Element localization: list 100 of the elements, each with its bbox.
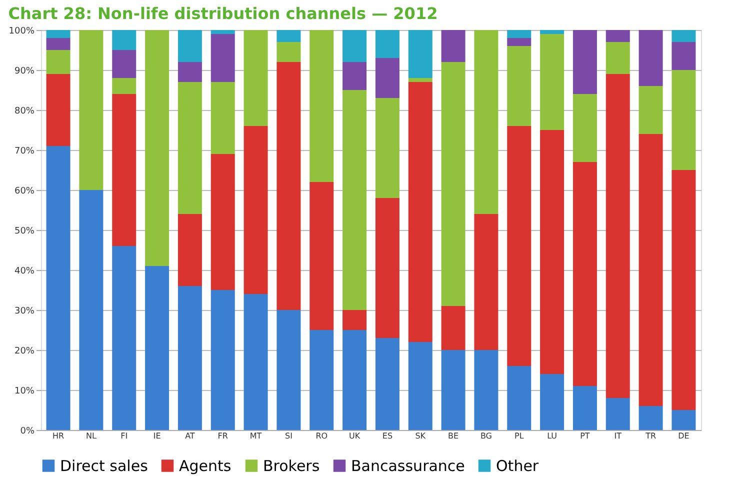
x-tick-label: FI <box>120 432 128 440</box>
x-tick-label: ES <box>382 432 393 440</box>
bar <box>46 50 70 74</box>
bar <box>145 30 170 266</box>
bar <box>441 306 466 350</box>
bar <box>210 30 235 34</box>
bar <box>210 290 235 430</box>
bar <box>244 126 268 294</box>
bar <box>178 30 202 62</box>
bar <box>276 310 301 430</box>
bar <box>210 82 235 154</box>
bar <box>408 82 432 342</box>
bar <box>178 62 202 82</box>
bar <box>375 58 400 98</box>
bar <box>375 30 400 58</box>
bar <box>310 330 334 430</box>
bar <box>672 30 696 42</box>
bar <box>178 286 202 430</box>
x-tick-label: PL <box>514 432 524 440</box>
bar <box>276 42 301 62</box>
x-tick-label: IT <box>614 432 622 440</box>
bar <box>178 82 202 214</box>
bar <box>474 30 498 214</box>
bar <box>672 410 696 430</box>
legend-label: Brokers <box>263 456 320 475</box>
bar <box>606 42 630 74</box>
bar <box>310 182 334 330</box>
bar <box>112 50 136 78</box>
x-tick-label: TR <box>644 432 656 440</box>
bar <box>441 30 466 62</box>
y-tick-label: 100% <box>8 26 35 36</box>
bar <box>441 350 466 430</box>
legend-label: Agents <box>179 456 232 475</box>
bar <box>408 342 432 430</box>
bar <box>474 214 498 350</box>
bar <box>507 126 532 366</box>
bar <box>79 190 104 430</box>
x-tick-label: LU <box>547 432 558 440</box>
y-tick-label: 80% <box>14 106 35 116</box>
bar <box>342 310 367 330</box>
x-tick-label: IE <box>153 432 161 440</box>
bar <box>540 130 564 374</box>
bar <box>408 30 432 78</box>
bar <box>638 406 663 430</box>
legend-label: Bancassurance <box>351 456 465 475</box>
bar <box>672 42 696 70</box>
bar <box>572 94 597 162</box>
bar <box>441 62 466 306</box>
bar <box>540 30 564 34</box>
bar <box>342 30 367 62</box>
bar <box>276 30 301 42</box>
bar <box>507 46 532 126</box>
y-tick-label: 20% <box>14 346 35 356</box>
bar <box>507 38 532 46</box>
x-tick-label: FR <box>218 432 228 440</box>
y-tick-label: 40% <box>14 266 35 276</box>
bar <box>638 30 663 86</box>
bar <box>210 154 235 290</box>
y-tick-label: 90% <box>14 66 35 76</box>
bar <box>46 38 70 50</box>
bar <box>572 162 597 386</box>
bar <box>507 366 532 430</box>
y-tick-label: 60% <box>14 186 35 196</box>
bar <box>145 266 170 430</box>
bar <box>244 294 268 430</box>
y-tick-label: 50% <box>14 226 35 236</box>
bar <box>46 74 70 146</box>
x-tick-label: SK <box>415 432 426 440</box>
bar <box>375 338 400 430</box>
bar <box>342 90 367 310</box>
bar <box>112 246 136 430</box>
bar <box>46 146 70 430</box>
chart-title: Chart 28: Non-life distribution channels — 2012 <box>8 4 438 23</box>
bar <box>375 198 400 338</box>
bar <box>310 30 334 182</box>
bar <box>540 34 564 130</box>
bar <box>507 30 532 38</box>
bar <box>540 374 564 430</box>
bar <box>178 214 202 286</box>
bar <box>112 94 136 246</box>
bar <box>112 30 136 50</box>
bar <box>606 74 630 398</box>
legend-label: Direct sales <box>60 456 148 475</box>
x-tick-label: NL <box>86 432 97 440</box>
bar <box>572 30 597 94</box>
bar <box>672 170 696 410</box>
bar <box>572 386 597 430</box>
x-tick-label: DE <box>678 432 690 440</box>
bar <box>638 134 663 406</box>
bar <box>342 62 367 90</box>
y-tick-label: 70% <box>14 146 35 156</box>
x-tick-label: BG <box>480 432 492 440</box>
x-tick-label: RO <box>316 432 328 440</box>
bar <box>606 398 630 430</box>
bar <box>375 98 400 198</box>
legend-label: Other <box>496 456 540 475</box>
bar <box>244 30 268 126</box>
y-tick-label: 30% <box>14 306 35 316</box>
x-tick-label: PT <box>580 432 590 440</box>
bar <box>79 30 104 190</box>
